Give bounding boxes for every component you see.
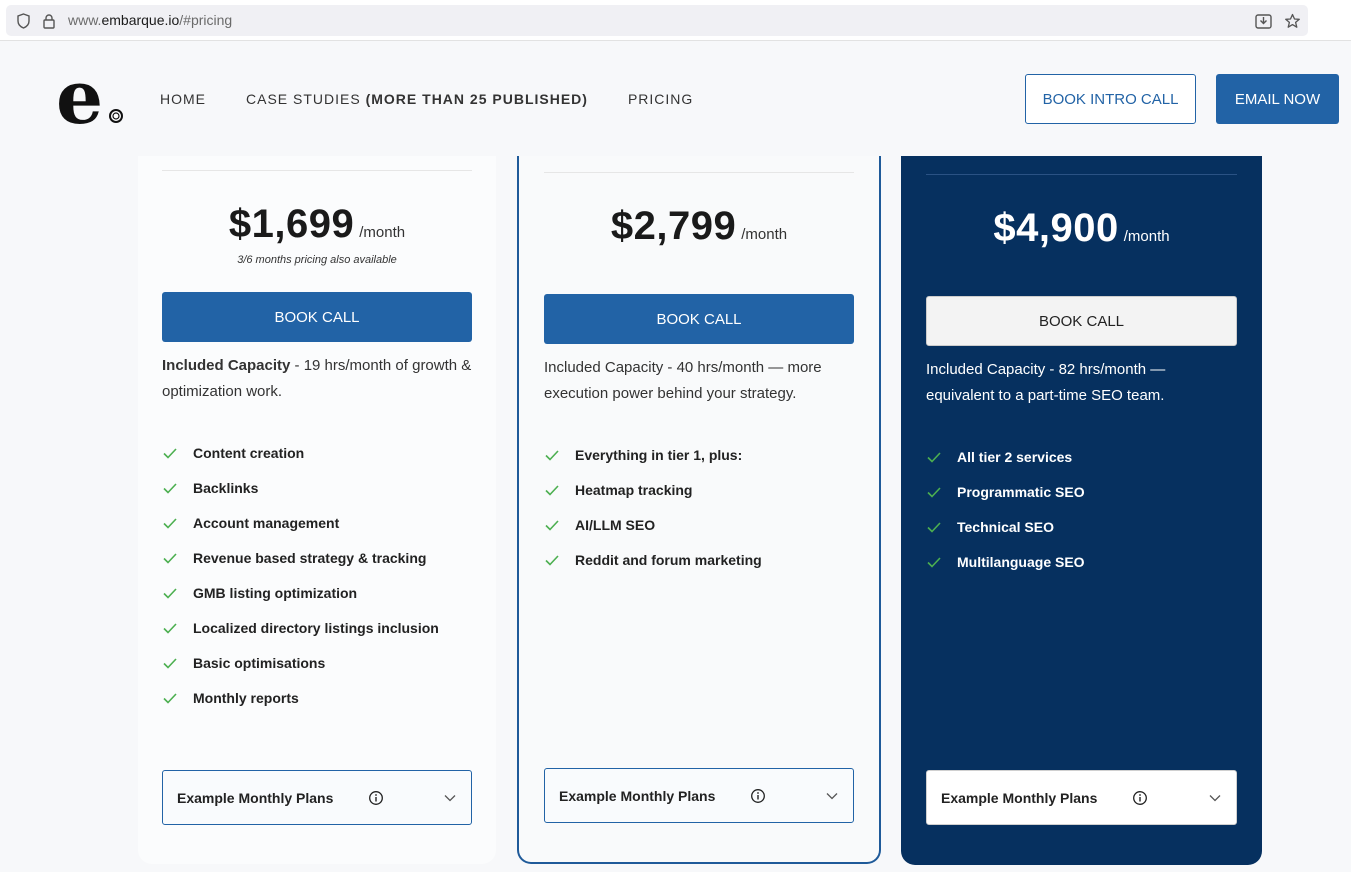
info-icon[interactable] — [1132, 790, 1148, 806]
svg-text:e: e — [56, 63, 103, 129]
lock-icon[interactable] — [40, 5, 58, 36]
check-icon — [926, 484, 942, 500]
price-period: /month — [1123, 228, 1170, 245]
price-period: /month — [741, 226, 788, 243]
shield-icon[interactable] — [14, 5, 32, 36]
card-divider — [162, 170, 472, 171]
capacity-description: Included Capacity - 40 hrs/month — more … — [544, 359, 822, 402]
feature-item: Basic optimisations — [162, 645, 439, 680]
feature-item: AI/LLM SEO — [544, 507, 762, 542]
nav-home[interactable]: HOME — [160, 91, 206, 107]
info-icon[interactable] — [750, 788, 766, 804]
feature-item: Monthly reports — [162, 680, 439, 715]
feature-item: GMB listing optimization — [162, 575, 439, 610]
example-plans-label: Example Monthly Plans — [177, 789, 334, 806]
feature-item: Technical SEO — [926, 509, 1085, 544]
browser-toolbar: www.embarque.io/#pricing — [0, 0, 1351, 41]
feature-item: Account management — [162, 505, 439, 540]
card-divider — [926, 174, 1237, 175]
feature-item: Revenue based strategy & tracking — [162, 540, 439, 575]
check-icon — [544, 552, 560, 568]
price-amount: $2,799 — [610, 204, 737, 248]
price-row: $4,900 /month — [901, 206, 1262, 251]
site-header: e HOME CASE STUDIES (MORE THAN 25 PUBLIS… — [0, 41, 1351, 155]
example-plans-label: Example Monthly Plans — [941, 789, 1098, 806]
book-call-button[interactable]: BOOK CALL — [926, 296, 1237, 346]
book-call-button[interactable]: BOOK CALL — [162, 292, 472, 342]
feature-item: Heatmap tracking — [544, 472, 762, 507]
feature-item: All tier 2 services — [926, 439, 1085, 474]
feature-list: Content creation Backlinks Account manag… — [162, 435, 439, 715]
pricing-card-tier-2: $2,799 /month BOOK CALL Included Capacit… — [517, 156, 881, 864]
check-icon — [544, 482, 560, 498]
embarque-logo[interactable]: e — [56, 55, 128, 141]
capacity-description: Included Capacity - 19 hrs/month of grow… — [162, 357, 472, 400]
check-icon — [162, 655, 178, 671]
check-icon — [544, 517, 560, 533]
book-call-button[interactable]: BOOK CALL — [544, 294, 854, 344]
check-icon — [544, 447, 560, 463]
email-now-button[interactable]: EMAIL NOW — [1216, 74, 1339, 124]
check-icon — [926, 449, 942, 465]
feature-item: Multilanguage SEO — [926, 544, 1085, 579]
download-icon[interactable] — [1253, 5, 1273, 36]
check-icon — [162, 515, 178, 531]
price-amount: $4,900 — [993, 206, 1119, 250]
price-period: /month — [359, 224, 406, 241]
check-icon — [926, 554, 942, 570]
example-plans-dropdown[interactable]: Example Monthly Plans — [926, 770, 1237, 825]
feature-item: Localized directory listings inclusion — [162, 610, 439, 645]
feature-list: All tier 2 services Programmatic SEO Tec… — [926, 439, 1085, 579]
chevron-down-icon — [1208, 791, 1222, 805]
feature-list: Everything in tier 1, plus: Heatmap trac… — [544, 437, 762, 577]
example-plans-dropdown[interactable]: Example Monthly Plans — [162, 770, 472, 825]
address-bar[interactable]: www.embarque.io/#pricing — [6, 5, 1308, 36]
capacity-description: Included Capacity - 82 hrs/month — equiv… — [926, 361, 1166, 404]
example-plans-dropdown[interactable]: Example Monthly Plans — [544, 768, 854, 823]
pricing-card-tier-1: $1,699 /month 3/6 months pricing also av… — [138, 156, 496, 864]
pricing-note: 3/6 months pricing also available — [237, 254, 397, 266]
check-icon — [162, 480, 178, 496]
price-amount: $1,699 — [228, 202, 355, 246]
feature-item: Backlinks — [162, 470, 439, 505]
info-icon[interactable] — [368, 790, 384, 806]
main-nav: HOME CASE STUDIES (MORE THAN 25 PUBLISHE… — [160, 91, 693, 107]
chevron-down-icon — [825, 789, 839, 803]
example-plans-label: Example Monthly Plans — [559, 787, 716, 804]
nav-pricing[interactable]: PRICING — [627, 91, 694, 107]
url-text[interactable]: www.embarque.io/#pricing — [68, 12, 233, 28]
check-icon — [162, 620, 178, 636]
feature-item: Reddit and forum marketing — [544, 542, 762, 577]
check-icon — [162, 445, 178, 461]
feature-item: Everything in tier 1, plus: — [544, 437, 762, 472]
price-row: $1,699 /month — [138, 202, 496, 247]
book-intro-call-button[interactable]: BOOK INTRO CALL — [1025, 74, 1196, 124]
nav-case-studies[interactable]: CASE STUDIES (MORE THAN 25 PUBLISHED) — [246, 91, 588, 107]
check-icon — [162, 550, 178, 566]
feature-item: Programmatic SEO — [926, 474, 1085, 509]
check-icon — [162, 690, 178, 706]
bookmark-star-icon[interactable] — [1282, 5, 1302, 36]
price-row: $2,799 /month — [519, 204, 879, 249]
check-icon — [162, 585, 178, 601]
chevron-down-icon — [443, 791, 457, 805]
feature-item: Content creation — [162, 435, 439, 470]
pricing-card-tier-3: $4,900 /month BOOK CALL Included Capacit… — [901, 156, 1262, 865]
card-divider — [544, 172, 854, 173]
check-icon — [926, 519, 942, 535]
